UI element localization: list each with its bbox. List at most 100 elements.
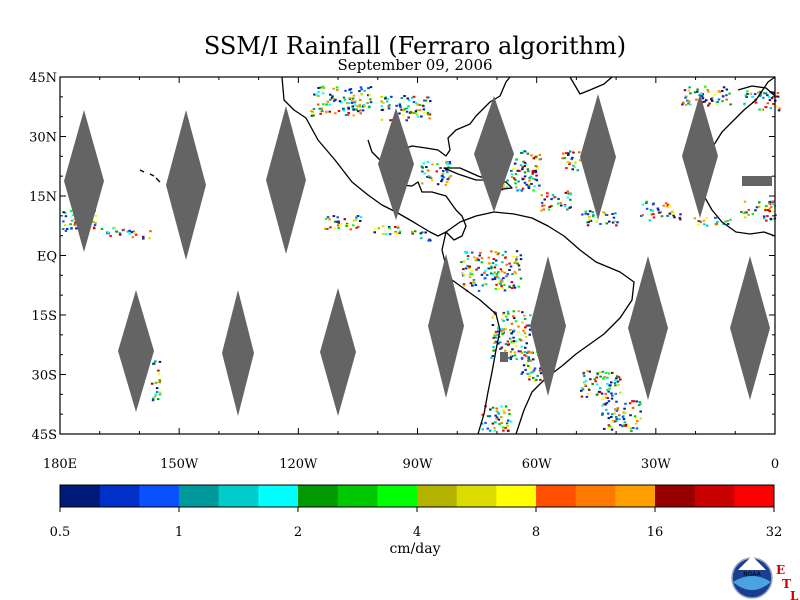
- rain-pixel: [771, 200, 775, 203]
- rain-pixel: [403, 95, 406, 97]
- rain-pixel: [483, 282, 486, 285]
- rain-pixel: [487, 267, 490, 270]
- rain-pixel: [474, 284, 478, 286]
- rain-pixel: [610, 392, 613, 395]
- rain-pixel: [322, 103, 325, 106]
- rain-pixel: [613, 412, 616, 415]
- rain-pixel: [403, 108, 407, 111]
- rain-pixel: [494, 287, 497, 290]
- rain-pixel: [706, 88, 709, 91]
- rain-pixel: [427, 113, 430, 116]
- rain-pixel: [624, 402, 627, 405]
- rain-pixel: [495, 410, 499, 413]
- rain-pixel: [428, 117, 431, 120]
- rain-pixel: [607, 427, 610, 429]
- rain-pixel: [519, 164, 523, 167]
- rain-pixel: [747, 209, 750, 211]
- rain-pixel: [666, 205, 669, 208]
- rain-pixel: [380, 109, 384, 111]
- rain-pixel: [151, 399, 155, 402]
- rain-pixel: [765, 219, 768, 222]
- rain-pixel: [321, 85, 325, 88]
- rain-pixel: [502, 183, 506, 186]
- swath-gap: [530, 256, 566, 396]
- rain-pixel: [398, 232, 401, 234]
- rain-pixel: [329, 98, 332, 101]
- rain-pixel: [502, 185, 505, 188]
- rain-pixel: [344, 114, 348, 116]
- rain-pixel: [650, 213, 654, 216]
- rain-pixel: [768, 207, 772, 210]
- rain-pixel: [610, 381, 613, 384]
- rain-pixel: [493, 276, 497, 279]
- rain-pixel: [560, 204, 563, 207]
- lat-label: 30S: [32, 369, 57, 384]
- rain-pixel: [394, 230, 397, 233]
- rain-pixel: [420, 115, 423, 118]
- rain-pixel: [499, 279, 503, 282]
- rain-pixel: [497, 418, 501, 421]
- rain-pixel: [377, 227, 380, 230]
- rain-pixel: [497, 271, 500, 274]
- colorbar-segment: [258, 485, 299, 507]
- rain-pixel: [333, 100, 336, 102]
- rain-pixel: [390, 95, 393, 98]
- rain-pixel: [744, 94, 748, 97]
- rain-pixel: [93, 224, 97, 226]
- rain-pixel: [766, 94, 769, 97]
- rain-pixel: [355, 216, 358, 219]
- land-gap: [500, 352, 508, 362]
- rain-pixel: [696, 90, 699, 93]
- rain-pixel: [703, 223, 706, 226]
- rain-pixel: [613, 382, 617, 385]
- rain-pixel: [322, 87, 326, 89]
- rain-pixel: [366, 102, 369, 105]
- rain-pixel: [758, 108, 761, 111]
- rain-pixel: [615, 420, 618, 423]
- rain-pixel: [701, 93, 704, 96]
- colorbar-segment: [734, 485, 775, 507]
- rain-pixel: [595, 220, 598, 223]
- rain-pixel: [473, 256, 476, 259]
- rain-pixel: [349, 228, 352, 231]
- colorbar-segment: [536, 485, 577, 507]
- rain-pixel: [513, 162, 517, 165]
- rain-pixel: [500, 328, 504, 331]
- colorbar-tick-label: 2: [294, 525, 302, 540]
- rain-pixel: [533, 185, 536, 188]
- map-panel: 45N 30N 15N EQ 15S 30S 45S 180E 150W 120W 90W 60W 30…: [29, 71, 781, 472]
- rain-pixel: [641, 214, 644, 216]
- rain-pixel: [491, 316, 495, 319]
- rain-pixel: [723, 220, 727, 223]
- colorbar-segment: [139, 485, 180, 507]
- rain-pixel: [569, 206, 572, 209]
- rain-pixel: [599, 387, 602, 390]
- rain-pixel: [100, 228, 104, 230]
- rain-pixel: [528, 351, 531, 354]
- rain-pixel: [94, 214, 98, 217]
- rain-pixel: [352, 108, 355, 111]
- rain-pixel: [395, 104, 398, 107]
- rain-pixel: [414, 110, 418, 113]
- rain-pixel: [702, 101, 705, 104]
- rain-pixel: [688, 100, 691, 103]
- rain-pixel: [529, 314, 532, 317]
- rain-pixel: [528, 328, 532, 331]
- rain-pixel: [502, 409, 505, 412]
- rain-pixel: [462, 260, 466, 263]
- rain-pixel: [489, 429, 492, 432]
- rain-pixel: [342, 109, 345, 112]
- rain-pixel: [359, 86, 363, 89]
- rain-pixel: [593, 378, 596, 381]
- rain-pixel: [610, 416, 613, 418]
- rain-pixel: [350, 102, 354, 104]
- rain-pixel: [503, 284, 506, 286]
- rain-pixel: [380, 104, 384, 107]
- rain-pixel: [414, 112, 417, 114]
- rain-pixel: [484, 421, 487, 424]
- rain-pixel: [506, 273, 509, 276]
- coastline-greenland: [569, 76, 613, 95]
- rain-pixel: [604, 392, 607, 395]
- rain-pixel: [325, 111, 328, 114]
- rain-pixel: [310, 110, 313, 113]
